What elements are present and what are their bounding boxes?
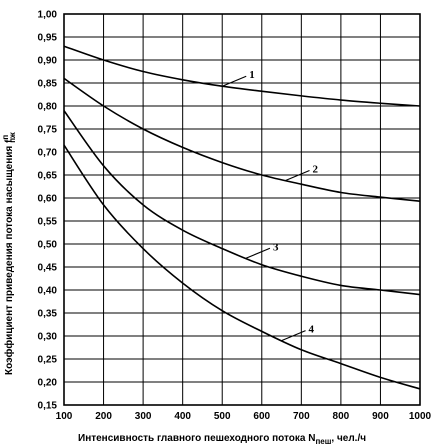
x-axis-title-sub: пеш xyxy=(315,437,331,446)
y-tick-label: 0,50 xyxy=(38,240,58,251)
y-axis-title-sub: пж xyxy=(8,132,17,143)
curve-leader-3 xyxy=(245,247,271,259)
y-tick-labels: 0,15 0,20 0,25 0,30 0,35 0,40 0,45 0,50 0,55 0,60… xyxy=(38,10,58,412)
curve-leader-4 xyxy=(281,330,306,342)
series-line-2 xyxy=(63,77,421,203)
y-tick-label: 0,85 xyxy=(38,79,58,90)
y-tick-label: 0,65 xyxy=(38,171,58,182)
x-tick-label: 600 xyxy=(253,411,270,422)
x-tick-labels: 100 200 300 400 500 600 700 800 900 1000 xyxy=(56,411,432,422)
y-tick-label: 0,60 xyxy=(38,194,58,205)
y-tick-label: 0,90 xyxy=(38,56,58,67)
y-tick-label: 0,75 xyxy=(38,125,58,136)
x-tick-label: 500 xyxy=(214,411,231,422)
y-tick-label: 0,15 xyxy=(38,401,58,412)
y-axis-title-sup: п xyxy=(1,135,10,140)
curve-leader-2 xyxy=(285,170,310,182)
y-axis-title: Коэффициент приведения потока насыщения … xyxy=(1,132,17,375)
series-line-1 xyxy=(63,45,421,107)
y-axis-title-main: Коэффициент приведения потока насыщения … xyxy=(3,139,15,375)
x-tick-label: 1000 xyxy=(409,411,432,422)
y-tick-label: 0,20 xyxy=(38,378,58,389)
x-axis-title-unit: , чел./ч xyxy=(331,433,366,444)
x-tick-label: 800 xyxy=(333,411,350,422)
x-tick-label: 300 xyxy=(135,411,152,422)
x-axis-title: Интенсивность главного пешеходного поток… xyxy=(78,433,366,446)
curve-labels: 1 2 3 4 xyxy=(222,69,319,342)
curves xyxy=(63,45,421,390)
x-tick-label: 100 xyxy=(56,411,73,422)
y-tick-label: 0,70 xyxy=(38,148,58,159)
grid xyxy=(63,13,421,406)
y-tick-label: 0,25 xyxy=(38,355,58,366)
x-tick-label: 200 xyxy=(95,411,112,422)
x-tick-label: 700 xyxy=(293,411,310,422)
y-tick-label: 0,45 xyxy=(38,263,58,274)
y-tick-label: 0,95 xyxy=(38,33,58,44)
curve-leader-1 xyxy=(222,75,247,87)
y-tick-label: 0,30 xyxy=(38,332,58,343)
y-tick-label: 0,55 xyxy=(38,217,58,228)
y-tick-label: 0,80 xyxy=(38,102,58,113)
y-tick-label: 1,00 xyxy=(38,10,58,21)
y-tick-label: 0,35 xyxy=(38,309,58,320)
series-line-4 xyxy=(63,144,421,390)
x-tick-label: 900 xyxy=(372,411,389,422)
curve-label-1: 1 xyxy=(249,69,255,81)
plot-frame xyxy=(63,13,421,406)
curve-label-3: 3 xyxy=(273,241,279,253)
series-line-3 xyxy=(63,110,421,296)
y-tick-label: 0,40 xyxy=(38,286,58,297)
x-axis-title-main: Интенсивность главного пешеходного поток… xyxy=(78,433,315,444)
curve-label-4: 4 xyxy=(309,324,315,336)
x-tick-label: 400 xyxy=(174,411,191,422)
curve-label-2: 2 xyxy=(313,164,319,176)
